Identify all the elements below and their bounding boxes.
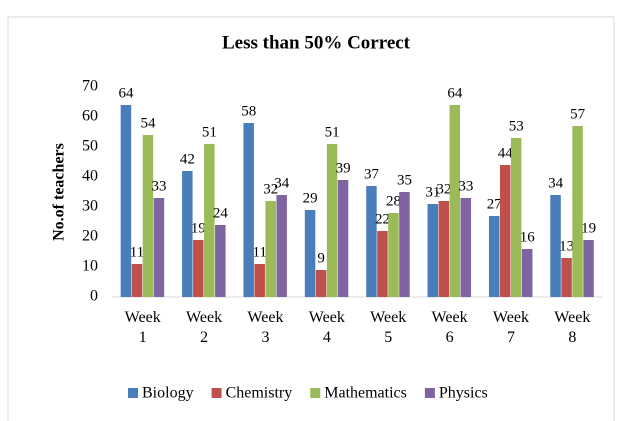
legend-label: Physics	[439, 385, 488, 402]
y-tick-label: 30	[82, 198, 98, 215]
y-tick-label: 20	[82, 228, 98, 245]
y-axis-label: No.of teachers	[51, 143, 68, 241]
bar	[388, 213, 399, 297]
legend-swatch	[424, 388, 435, 398]
bar	[337, 180, 349, 297]
bar	[120, 105, 132, 297]
data-label: 33	[151, 178, 166, 194]
data-label: 39	[336, 160, 351, 176]
chart-frame	[7, 16, 615, 421]
bar	[521, 249, 533, 297]
legend-swatch	[211, 388, 222, 398]
bar	[366, 186, 377, 297]
bar	[265, 201, 276, 297]
bar	[326, 144, 338, 297]
y-tick-label: 50	[82, 138, 98, 155]
bar	[572, 126, 583, 297]
data-label: 57	[570, 106, 586, 122]
bar	[460, 198, 472, 297]
x-tick-label: Week 5	[370, 309, 406, 346]
data-label: 34	[274, 175, 290, 191]
x-tick-label: Week 8	[554, 309, 590, 346]
data-label: 54	[140, 115, 156, 131]
x-tick-label: Week 3	[247, 309, 283, 346]
data-label: 11	[252, 244, 266, 260]
data-label: 33	[458, 178, 473, 194]
bar	[377, 231, 388, 297]
bar	[510, 138, 522, 297]
bar	[499, 165, 511, 297]
bar	[276, 195, 287, 297]
x-tick-label: Week 2	[186, 309, 222, 346]
bar	[399, 192, 410, 297]
data-label: 34	[548, 175, 564, 191]
bar	[204, 144, 215, 297]
data-label: 53	[509, 118, 524, 134]
y-tick-label: 40	[82, 168, 98, 185]
data-label: 58	[241, 103, 256, 119]
data-label: 29	[303, 190, 318, 206]
bar	[561, 258, 572, 297]
bar	[153, 198, 165, 297]
data-label: 51	[202, 124, 217, 140]
y-tick-label: 70	[82, 78, 98, 95]
data-label: 28	[386, 193, 401, 209]
bar	[550, 195, 561, 297]
x-tick-label: Week 6	[432, 309, 468, 346]
data-label: 19	[581, 220, 596, 236]
y-tick-label: 0	[90, 288, 98, 305]
bar	[215, 225, 226, 297]
data-label: 51	[325, 124, 340, 140]
bar	[488, 216, 500, 297]
data-label: 22	[375, 211, 390, 227]
data-label: 24	[213, 205, 229, 221]
bar	[438, 201, 450, 297]
bar	[193, 240, 204, 297]
y-tick-label: 60	[82, 108, 98, 125]
data-label: 35	[397, 172, 412, 188]
data-label: 9	[317, 250, 325, 266]
data-label: 64	[118, 85, 134, 101]
x-tick-label: Week 7	[493, 309, 529, 346]
x-tick-label: Week 4	[309, 309, 345, 346]
data-label: 31	[425, 184, 440, 200]
data-label: 32	[436, 181, 451, 197]
y-tick-label: 10	[82, 258, 98, 275]
bar	[254, 264, 265, 297]
legend-swatch	[128, 388, 138, 398]
bar	[182, 171, 193, 297]
bar	[142, 135, 154, 297]
bar	[243, 123, 254, 297]
legend-label: Chemistry	[226, 385, 293, 402]
bar	[583, 240, 594, 297]
legend-label: Mathematics	[324, 385, 407, 402]
bar	[315, 270, 327, 297]
data-label: 27	[487, 196, 503, 212]
legend-label: Biology	[142, 385, 194, 402]
data-label: 32	[263, 181, 278, 197]
bar	[449, 105, 461, 297]
data-label: 19	[191, 220, 206, 236]
x-tick-label: Week 1	[125, 309, 161, 346]
bar	[131, 264, 143, 297]
data-label: 37	[364, 166, 380, 182]
legend-swatch	[310, 388, 321, 398]
data-label: 44	[498, 145, 514, 161]
bar	[304, 210, 316, 297]
bar	[427, 204, 439, 297]
data-label: 42	[180, 151, 195, 167]
data-label: 13	[559, 238, 574, 254]
data-label: 11	[130, 244, 144, 260]
chart-title: Less than 50% Correct	[222, 32, 411, 53]
data-label: 64	[447, 85, 463, 101]
data-label: 16	[520, 229, 536, 245]
